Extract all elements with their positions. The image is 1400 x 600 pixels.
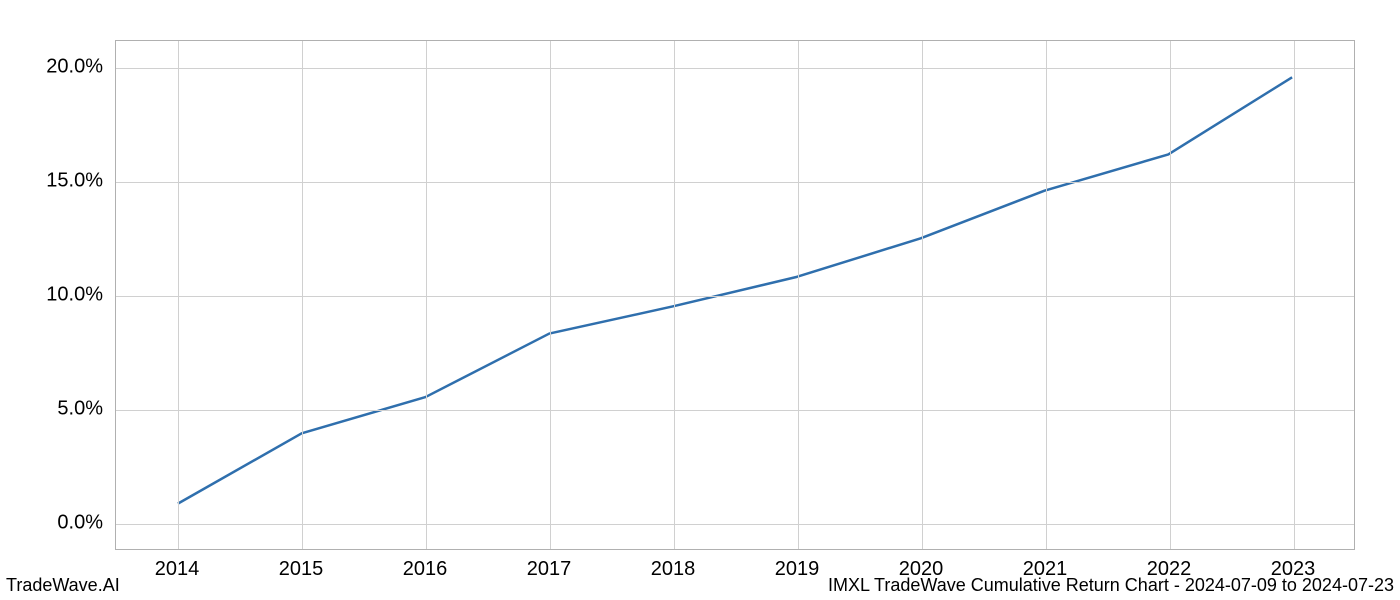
x-tick-label: 2017 (527, 558, 572, 581)
x-tick-label: 2019 (775, 558, 820, 581)
x-tick-label: 2016 (403, 558, 448, 581)
x-tick-label: 2014 (155, 558, 200, 581)
grid-line-horizontal (116, 296, 1354, 297)
y-tick-label: 0.0% (57, 511, 103, 534)
grid-line-vertical (798, 41, 799, 549)
grid-line-vertical (178, 41, 179, 549)
y-tick-label: 10.0% (46, 284, 103, 307)
grid-line-horizontal (116, 524, 1354, 525)
x-tick-label: 2018 (651, 558, 696, 581)
footer-right-label: IMXL TradeWave Cumulative Return Chart -… (828, 575, 1394, 596)
grid-line-horizontal (116, 182, 1354, 183)
grid-line-vertical (1170, 41, 1171, 549)
grid-line-vertical (1046, 41, 1047, 549)
grid-line-vertical (922, 41, 923, 549)
y-tick-label: 5.0% (57, 397, 103, 420)
grid-line-horizontal (116, 68, 1354, 69)
x-tick-label: 2015 (279, 558, 324, 581)
chart-container: 0.0% 5.0% 10.0% 15.0% 20.0% 2014 2015 2016 2017… (0, 0, 1400, 600)
plot-area (115, 40, 1355, 550)
grid-line-vertical (426, 41, 427, 549)
grid-line-vertical (1294, 41, 1295, 549)
grid-line-vertical (302, 41, 303, 549)
grid-line-vertical (674, 41, 675, 549)
y-tick-label: 15.0% (46, 170, 103, 193)
footer-left-label: TradeWave.AI (6, 575, 120, 596)
grid-line-horizontal (116, 410, 1354, 411)
grid-line-vertical (550, 41, 551, 549)
line-series (178, 77, 1292, 503)
y-tick-label: 20.0% (46, 56, 103, 79)
